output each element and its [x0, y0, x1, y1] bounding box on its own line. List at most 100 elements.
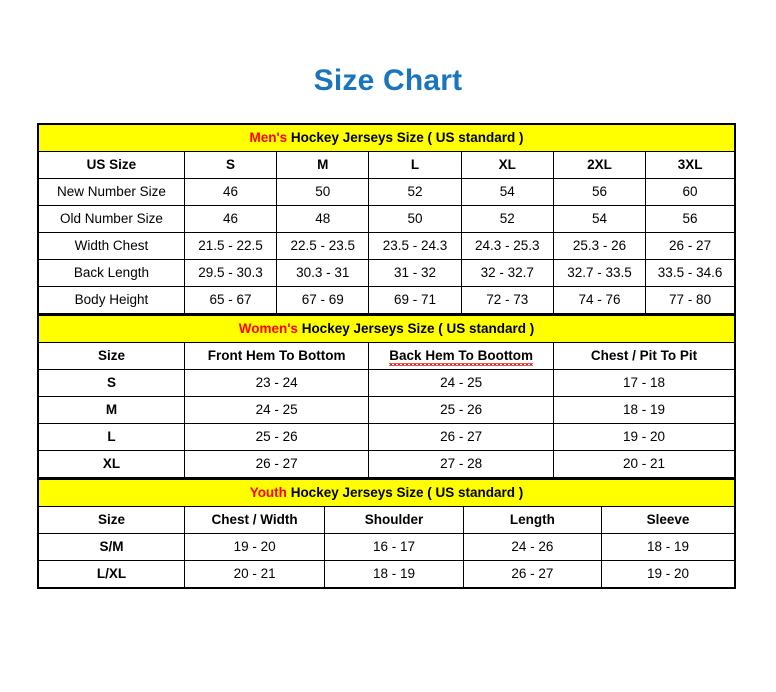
womens-col-header-2: Back Hem To Boottom: [368, 342, 554, 370]
womens-banner-accent: Women's: [238, 320, 298, 336]
youth-col-header-3: Length: [462, 506, 603, 534]
youth-banner-rest: Hockey Jerseys Size ( US standard ): [286, 484, 524, 500]
youth-size-table: Youth Hockey Jerseys Size ( US standard …: [37, 479, 736, 589]
youth-cell-1-2: 26 - 27: [462, 560, 603, 589]
mens-cell-1-4: 54: [552, 205, 647, 233]
mens-col-header-3: L: [368, 151, 462, 179]
womens-section-banner: Women's Hockey Jerseys Size ( US standar…: [37, 315, 736, 343]
youth-row-label-1: L/XL: [37, 560, 185, 589]
womens-col-header-1: Front Hem To Bottom: [183, 342, 370, 370]
mens-header-row: US Size S M L XL 2XL 3XL: [37, 151, 736, 179]
mens-size-table: Men's Hockey Jerseys Size ( US standard …: [37, 123, 736, 315]
youth-cell-0-2: 24 - 26: [462, 533, 603, 561]
table-row: New Number Size 46 50 52 54 56 60: [37, 178, 736, 206]
mens-cell-2-3: 24.3 - 25.3: [460, 232, 554, 260]
youth-section-banner: Youth Hockey Jerseys Size ( US standard …: [37, 479, 736, 507]
womens-col-header-2-text: Back Hem To Boottom: [389, 347, 534, 367]
womens-size-table: Women's Hockey Jerseys Size ( US standar…: [37, 315, 736, 479]
mens-cell-0-3: 54: [460, 178, 554, 206]
mens-cell-2-5: 26 - 27: [645, 232, 736, 260]
table-row: XL 26 - 27 27 - 28 20 - 21: [37, 450, 736, 479]
youth-cell-1-0: 20 - 21: [183, 560, 326, 589]
youth-cell-0-1: 16 - 17: [324, 533, 464, 561]
table-row: Width Chest 21.5 - 22.5 22.5 - 23.5 23.5…: [37, 232, 736, 260]
mens-section-banner: Men's Hockey Jerseys Size ( US standard …: [37, 123, 736, 152]
mens-row-label-2: Width Chest: [37, 232, 185, 260]
mens-cell-4-5: 77 - 80: [645, 286, 736, 315]
mens-cell-1-2: 50: [368, 205, 462, 233]
youth-cell-0-0: 19 - 20: [183, 533, 326, 561]
womens-cell-2-0: 25 - 26: [183, 423, 370, 451]
womens-col-header-3: Chest / Pit To Pit: [552, 342, 736, 370]
mens-cell-1-3: 52: [460, 205, 554, 233]
mens-row-label-4: Body Height: [37, 286, 185, 315]
table-row: L 25 - 26 26 - 27 19 - 20: [37, 423, 736, 451]
womens-cell-1-2: 18 - 19: [552, 396, 736, 424]
mens-col-header-5: 2XL: [552, 151, 647, 179]
table-row: Body Height 65 - 67 67 - 69 69 - 71 72 -…: [37, 286, 736, 315]
table-row: S 23 - 24 24 - 25 17 - 18: [37, 369, 736, 397]
womens-banner-row: Women's Hockey Jerseys Size ( US standar…: [37, 315, 736, 343]
youth-col-header-1: Chest / Width: [183, 506, 326, 534]
womens-row-label-0: S: [37, 369, 185, 397]
womens-cell-1-0: 24 - 25: [183, 396, 370, 424]
mens-cell-0-0: 46: [183, 178, 278, 206]
youth-banner-row: Youth Hockey Jerseys Size ( US standard …: [37, 479, 736, 507]
womens-row-label-3: XL: [37, 450, 185, 479]
womens-cell-0-1: 24 - 25: [368, 369, 554, 397]
size-tables-container: Men's Hockey Jerseys Size ( US standard …: [37, 123, 736, 589]
womens-cell-3-1: 27 - 28: [368, 450, 554, 479]
womens-cell-0-2: 17 - 18: [552, 369, 736, 397]
table-row: L/XL 20 - 21 18 - 19 26 - 27 19 - 20: [37, 560, 736, 589]
mens-cell-3-3: 32 - 32.7: [460, 259, 554, 287]
table-row: M 24 - 25 25 - 26 18 - 19: [37, 396, 736, 424]
mens-cell-3-0: 29.5 - 30.3: [183, 259, 278, 287]
mens-row-label-1: Old Number Size: [37, 205, 185, 233]
mens-banner-rest: Hockey Jerseys Size ( US standard ): [287, 129, 524, 145]
mens-cell-3-4: 32.7 - 33.5: [552, 259, 647, 287]
womens-header-row: Size Front Hem To Bottom Back Hem To Boo…: [37, 342, 736, 370]
womens-col-header-0: Size: [37, 342, 185, 370]
youth-cell-1-3: 19 - 20: [601, 560, 736, 589]
mens-col-header-4: XL: [460, 151, 554, 179]
mens-cell-0-4: 56: [552, 178, 647, 206]
mens-cell-3-2: 31 - 32: [368, 259, 462, 287]
mens-banner-row: Men's Hockey Jerseys Size ( US standard …: [37, 123, 736, 152]
youth-row-label-0: S/M: [37, 533, 185, 561]
mens-cell-0-2: 52: [368, 178, 462, 206]
mens-cell-2-1: 22.5 - 23.5: [276, 232, 370, 260]
mens-cell-4-1: 67 - 69: [276, 286, 370, 315]
page-title: Size Chart: [313, 64, 463, 97]
youth-col-header-2: Shoulder: [324, 506, 464, 534]
womens-cell-3-2: 20 - 21: [552, 450, 736, 479]
youth-cell-1-1: 18 - 19: [324, 560, 464, 589]
womens-cell-1-1: 25 - 26: [368, 396, 554, 424]
mens-cell-1-5: 56: [645, 205, 736, 233]
youth-cell-0-3: 18 - 19: [601, 533, 736, 561]
womens-banner-rest: Hockey Jerseys Size ( US standard ): [297, 320, 535, 336]
mens-cell-4-4: 74 - 76: [552, 286, 647, 315]
womens-cell-2-2: 19 - 20: [552, 423, 736, 451]
mens-cell-3-1: 30.3 - 31: [276, 259, 370, 287]
table-row: S/M 19 - 20 16 - 17 24 - 26 18 - 19: [37, 533, 736, 561]
mens-cell-0-5: 60: [645, 178, 736, 206]
womens-row-label-1: M: [37, 396, 185, 424]
mens-cell-0-1: 50: [276, 178, 370, 206]
mens-col-header-2: M: [276, 151, 370, 179]
womens-row-label-2: L: [37, 423, 185, 451]
mens-cell-1-0: 46: [183, 205, 278, 233]
mens-col-header-1: S: [183, 151, 278, 179]
mens-cell-4-0: 65 - 67: [183, 286, 278, 315]
mens-col-header-0: US Size: [37, 151, 185, 179]
youth-col-header-0: Size: [37, 506, 185, 534]
mens-cell-2-4: 25.3 - 26: [552, 232, 647, 260]
mens-cell-2-2: 23.5 - 24.3: [368, 232, 462, 260]
mens-cell-1-1: 48: [276, 205, 370, 233]
womens-cell-2-1: 26 - 27: [368, 423, 554, 451]
mens-cell-3-5: 33.5 - 34.6: [645, 259, 736, 287]
mens-cell-4-2: 69 - 71: [368, 286, 462, 315]
youth-col-header-4: Sleeve: [601, 506, 736, 534]
mens-row-label-0: New Number Size: [37, 178, 185, 206]
mens-banner-accent: Men's: [249, 129, 288, 145]
